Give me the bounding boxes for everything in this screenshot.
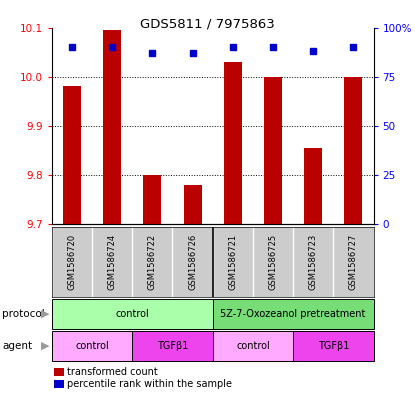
Bar — [213, 299, 374, 329]
Text: GSM1586724: GSM1586724 — [107, 234, 117, 290]
Text: percentile rank within the sample: percentile rank within the sample — [67, 379, 232, 389]
Text: agent: agent — [2, 341, 32, 351]
Bar — [63, 86, 81, 224]
Text: GSM1586726: GSM1586726 — [188, 233, 197, 290]
Text: TGFβ1: TGFβ1 — [317, 341, 349, 351]
Text: GSM1586723: GSM1586723 — [309, 233, 318, 290]
Text: control: control — [115, 309, 149, 319]
Text: ▶: ▶ — [41, 309, 49, 319]
Text: GSM1586722: GSM1586722 — [148, 234, 157, 290]
Bar — [103, 30, 121, 224]
Text: GDS5811 / 7975863: GDS5811 / 7975863 — [140, 18, 275, 31]
Bar — [52, 299, 213, 329]
Text: GSM1586725: GSM1586725 — [269, 234, 278, 290]
Bar — [344, 77, 362, 224]
Text: TGFβ1: TGFβ1 — [157, 341, 188, 351]
Bar — [213, 331, 293, 361]
Text: control: control — [75, 341, 109, 351]
Bar — [304, 148, 322, 224]
Bar — [52, 331, 132, 361]
Text: GSM1586727: GSM1586727 — [349, 233, 358, 290]
Bar — [264, 77, 282, 224]
Text: 5Z-7-Oxozeanol pretreatment: 5Z-7-Oxozeanol pretreatment — [220, 309, 366, 319]
Text: GSM1586721: GSM1586721 — [228, 234, 237, 290]
Bar — [293, 331, 374, 361]
Text: protocol: protocol — [2, 309, 45, 319]
Bar — [143, 175, 161, 224]
Text: control: control — [236, 341, 270, 351]
Text: GSM1586720: GSM1586720 — [68, 234, 76, 290]
Text: transformed count: transformed count — [67, 367, 158, 377]
Bar — [132, 331, 213, 361]
Bar — [183, 185, 202, 224]
Text: ▶: ▶ — [41, 341, 49, 351]
Bar — [224, 62, 242, 224]
